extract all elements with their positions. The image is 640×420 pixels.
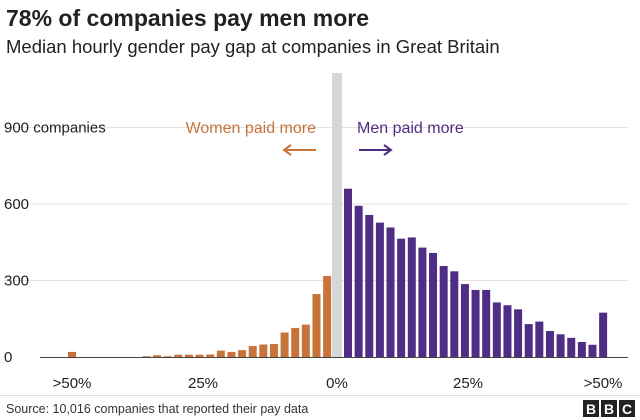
women-annotation: Women paid more (186, 120, 317, 137)
men-bar (524, 324, 533, 357)
chart-subtitle: Median hourly gender pay gap at companie… (6, 36, 500, 57)
women-bar (68, 351, 76, 357)
x-tick-labels: >50% 25% 0% 25% >50% (53, 375, 623, 392)
men-bar (386, 227, 395, 357)
logo-block (601, 400, 617, 417)
source-note: Source: 10,016 companies that reported t… (6, 402, 308, 416)
x-tick-label: 25% (453, 375, 483, 392)
women-bar (280, 332, 289, 357)
men-annotation: Men paid more (357, 120, 464, 137)
men-bar (545, 330, 554, 357)
women-bar (206, 354, 215, 357)
y-tick-label: 300 (4, 273, 29, 290)
left-arrow-icon (282, 144, 316, 156)
men-bar (354, 205, 363, 357)
men-bar (365, 214, 374, 357)
men-bar (492, 302, 501, 357)
men-bar (429, 252, 438, 357)
women-bar (216, 350, 225, 357)
women-bar (291, 327, 300, 357)
women-bar (259, 344, 268, 357)
women-bar (312, 294, 321, 357)
logo-letter: C (622, 401, 632, 417)
x-tick-label: >50% (53, 375, 92, 392)
men-bar (514, 309, 523, 357)
women-bar (248, 346, 257, 357)
men-bar (460, 284, 469, 357)
logo-block (619, 400, 635, 417)
y-tick-label: 0 (4, 349, 12, 366)
women-bar (227, 351, 236, 357)
x-tick-label: 25% (188, 375, 218, 392)
men-bar (397, 238, 406, 357)
x-tick-label: >50% (584, 375, 623, 392)
men-bar (588, 344, 597, 357)
men-bar (577, 341, 586, 357)
y-tick-label: 600 (4, 196, 29, 213)
women-bar (323, 275, 332, 357)
women-bar (184, 354, 193, 357)
women-bar (142, 356, 151, 357)
y-tick-labels: 900 companies 600 300 0 (4, 120, 106, 367)
women-bar (269, 343, 278, 357)
y-tick-label: 900 companies (4, 120, 106, 137)
zero-divider (332, 73, 342, 357)
men-bar (556, 334, 565, 357)
men-bar (418, 247, 427, 357)
men-bar (375, 222, 384, 357)
men-bar (535, 321, 544, 357)
men-bar (344, 188, 352, 357)
men-bar (450, 271, 459, 357)
logo-letter: B (586, 401, 596, 417)
chart-title: 78% of companies pay men more (6, 5, 369, 31)
logo-letter: B (604, 401, 614, 417)
women-bar (238, 350, 247, 357)
women-bar (153, 355, 162, 357)
women-bar (174, 354, 183, 357)
men-bar (599, 312, 608, 357)
bars (68, 188, 608, 357)
right-arrow-icon (359, 144, 393, 156)
women-bar (163, 356, 172, 357)
women-bar (195, 354, 204, 357)
men-bar (503, 305, 512, 357)
x-tick-label: 0% (326, 375, 348, 392)
women-bar (301, 324, 310, 357)
men-bar (482, 289, 491, 357)
logo-block (583, 400, 599, 417)
gridlines (4, 127, 628, 281)
men-bar (567, 337, 576, 357)
men-bar (471, 289, 480, 357)
men-bar (407, 237, 416, 357)
men-bar (439, 265, 448, 357)
